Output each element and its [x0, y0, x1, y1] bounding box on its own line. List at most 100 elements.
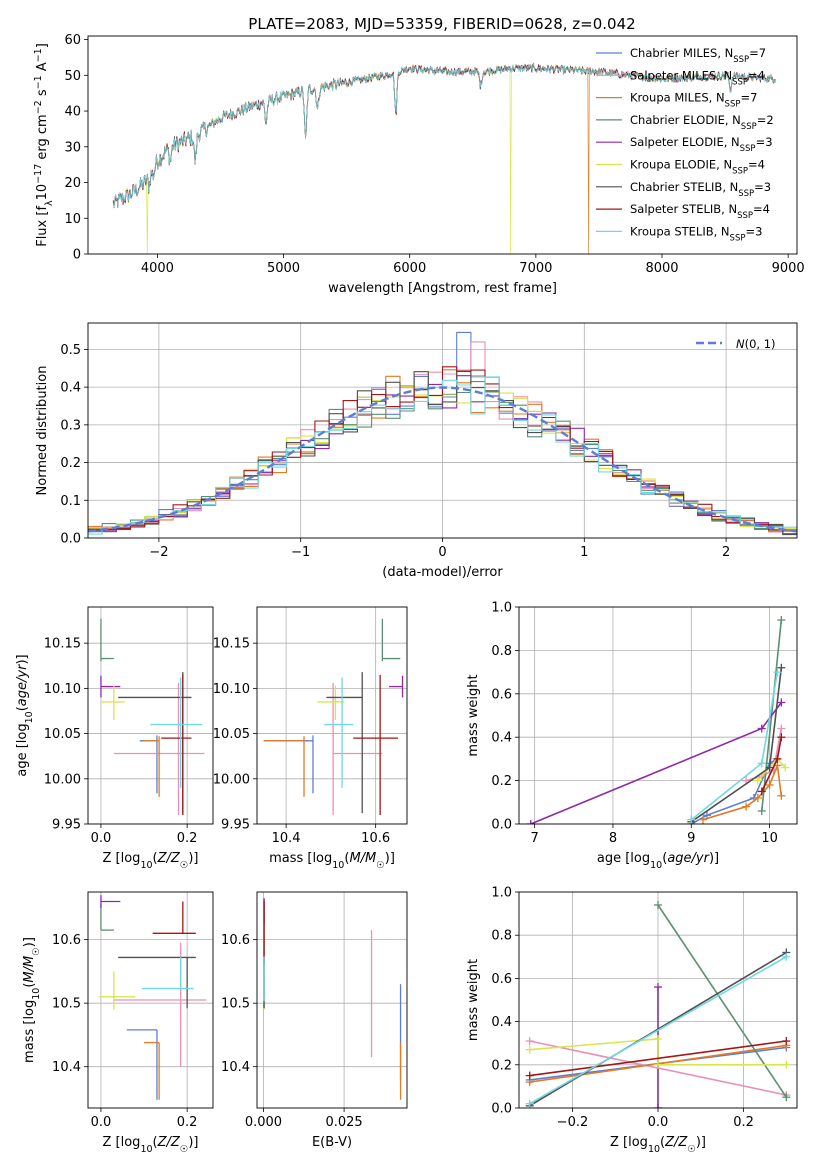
x-axis-label-part: Z/Z [157, 851, 181, 866]
x-tick-label: 8 [609, 831, 617, 846]
weight-line [529, 1040, 787, 1077]
x-axis-label-part: mass [log [269, 851, 332, 866]
axes-frame [518, 606, 798, 825]
y-tick-label: 40 [64, 105, 81, 120]
y-tick-label: 1.0 [491, 886, 512, 901]
x-axis-label-part: )] [709, 851, 719, 866]
y-tick-label: 10.00 [213, 772, 250, 787]
x-tick-label: 9 [687, 831, 695, 846]
plot-area-age_vs_mass [257, 607, 407, 824]
y-axis-label-part: )] [15, 654, 30, 664]
panel-mass_vs_Z: 0.0 0.210.410.510.6Z [log10(Z/Z☉)]mass [l… [22, 891, 214, 1155]
y-tick-label: 0.0 [491, 1102, 512, 1117]
x-axis-label-part: ( [662, 851, 667, 866]
x-axis-label-part: 10 [332, 860, 344, 871]
y-axis-label-part: −2 [33, 100, 44, 114]
panel-age_vs_mass: 10.4 10.6 9.95 10.00 10.05 10.10 10.15 mass [lo… [213, 606, 408, 871]
y-axis-label-part: 10 [24, 711, 35, 723]
x-axis-label: wavelength [Angstrom, rest frame] [328, 281, 557, 296]
y-tick-label: 50 [64, 69, 81, 84]
weight-line [657, 904, 787, 1098]
legend-label-sub: SSP [740, 144, 756, 154]
plot-area-mass_vs_EBV [257, 892, 407, 1108]
x-tick-label: 0.0 [648, 1115, 669, 1130]
y-axis-label-part: mass weight [466, 674, 481, 756]
y-axis-label-part: age/yr [15, 663, 30, 706]
x-axis-label-part: age [log [597, 851, 650, 866]
y-axis-label-part: 10 [35, 184, 50, 201]
y-tick-label: 0.4 [491, 731, 512, 746]
axes-frame [87, 606, 214, 825]
legend-label-main: Salpeter STELIB, N [630, 202, 737, 216]
y-tick-label: 0.2 [491, 1058, 512, 1073]
y-tick-label: 0.0 [60, 532, 81, 547]
legend-label-suffix: =4 [753, 202, 770, 216]
y-tick-label: 0.6 [491, 972, 512, 987]
y-tick-label: 30 [64, 140, 81, 155]
weight-line [530, 702, 782, 824]
y-tick-label: 0.8 [491, 644, 512, 659]
x-tick-label: 0.025 [325, 1115, 362, 1130]
x-tick-label: 0.2 [177, 1115, 198, 1130]
y-tick-label: 9.95 [52, 818, 81, 833]
axes-frame [256, 606, 408, 825]
x-axis-label-part: M/M [349, 851, 376, 866]
plot-area-weight_vs_Z [519, 892, 797, 1108]
y-tick-label: 0.2 [491, 774, 512, 789]
y-tick-label: 0.4 [60, 381, 81, 396]
x-tick-label: 1 [580, 545, 588, 560]
panel-mass_vs_EBV: 0.000 0.025 10.4 10.5 10.6 E(B-V) [221, 891, 408, 1150]
y-axis-label-part: λ [44, 200, 55, 206]
x-tick-label: −1 [291, 545, 310, 560]
x-axis-label-part: Z/Z [664, 1135, 688, 1150]
x-axis-label-part: 10 [140, 860, 152, 871]
x-tick-label: 10 [761, 831, 778, 846]
x-tick-label: 8000 [645, 261, 678, 276]
x-tick-label: 0.2 [177, 831, 198, 846]
y-tick-label: 0.5 [60, 343, 81, 358]
legend-label-sub: SSP [738, 189, 754, 199]
x-axis-label-part: ( [153, 1135, 158, 1150]
x-tick-label: 0.000 [245, 1115, 282, 1130]
x-axis-label-part: ☉ [180, 1144, 189, 1155]
weight-line [529, 956, 787, 1105]
x-tick-label: 5000 [267, 261, 300, 276]
x-axis-label-part: Z [log [103, 851, 141, 866]
panel-weight_vs_Z: −0.2 0.0 0.2 0.0 0.2 0.4 0.6 0.8 1.0 Z [log10(Z/Z… [466, 886, 798, 1155]
legend-label-sub: SSP [741, 122, 757, 132]
weight-line [529, 1038, 787, 1066]
x-axis-label-part: E(B-V) [312, 1135, 352, 1150]
legend-label: Chabrier ELODIE, NSSP=2 [630, 113, 774, 132]
x-axis-label: Z [log10(Z/Z☉)] [610, 1135, 706, 1155]
y-tick-label: 60 [64, 33, 81, 48]
x-axis-label-part: 10 [650, 860, 662, 871]
y-axis-label-part: Normed distribution [35, 366, 50, 496]
x-tick-label: −0.2 [557, 1115, 589, 1130]
y-axis-label: age [log10(age/yr)] [15, 654, 35, 776]
plot-area-residuals [88, 323, 797, 538]
axes-frame [256, 891, 408, 1109]
y-axis-label: Normed distribution [35, 366, 50, 496]
x-tick-label: 6000 [393, 261, 426, 276]
legend-label: Kroupa ELODIE, NSSP=4 [630, 158, 765, 177]
panel-spectrum: 4000 5000 6000 7000 8000 9000 0 10 20 30 40 50 60 wav… [33, 33, 805, 296]
y-tick-label: 10.15 [44, 637, 81, 652]
y-tick-label: 10.10 [213, 682, 250, 697]
x-axis-label: Z [log10(Z/Z☉)] [103, 1135, 199, 1155]
x-tick-label: 7000 [519, 261, 552, 276]
legend-label: Salpeter ELODIE, NSSP=3 [630, 135, 773, 154]
histogram-step [88, 376, 797, 535]
figure-title: PLATE=2083, MJD=53359, FIBERID=0628, z=0… [248, 15, 635, 33]
x-axis-label-part: wavelength [Angstrom, rest frame] [328, 281, 557, 296]
legend-label-main: Salpeter MILES, N [630, 68, 732, 82]
x-axis-label-part: Z [log [103, 1135, 141, 1150]
legend-label: N(0, 1) [736, 337, 776, 351]
legend-label-sub: SSP [737, 211, 753, 221]
y-axis-label-part: )] [22, 937, 37, 947]
plot-layer: 4000 5000 6000 7000 8000 90000102030405060wav… [15, 33, 805, 1154]
x-axis-label-part: ( [344, 851, 349, 866]
x-axis-label-part: 10 [140, 1144, 152, 1155]
